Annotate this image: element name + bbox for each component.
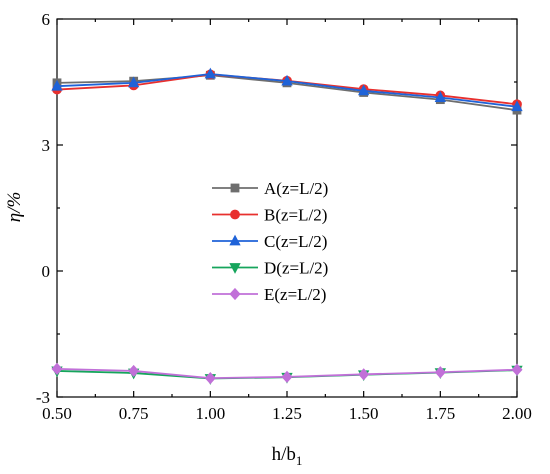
series-e-point bbox=[511, 363, 523, 376]
series-e-point bbox=[434, 366, 446, 379]
y-tick-label: 6 bbox=[42, 10, 51, 29]
x-tick-label: 1.75 bbox=[425, 404, 455, 423]
series-c-point bbox=[204, 67, 216, 79]
y-tick-label: 0 bbox=[42, 262, 51, 281]
legend-item-a: A(z=L/2) bbox=[212, 179, 328, 198]
x-tick-label: 2.00 bbox=[502, 404, 532, 423]
y-tick-label: -3 bbox=[36, 388, 50, 407]
legend-swatch-marker bbox=[230, 183, 240, 193]
x-tick-label: 1.25 bbox=[272, 404, 302, 423]
legend-item-e: E(z=L/2) bbox=[212, 285, 326, 304]
x-tick-label: 1.00 bbox=[195, 404, 225, 423]
legend-label: B(z=L/2) bbox=[264, 206, 327, 225]
series-c-point bbox=[51, 79, 63, 91]
legend-swatch-marker bbox=[229, 287, 241, 301]
legend-label: C(z=L/2) bbox=[264, 232, 327, 251]
series-e-point bbox=[51, 362, 63, 375]
series-e bbox=[51, 362, 523, 385]
series-c bbox=[51, 67, 523, 112]
x-tick-label: 0.75 bbox=[119, 404, 149, 423]
legend-swatch-marker bbox=[229, 234, 241, 246]
series-c-point bbox=[434, 91, 446, 102]
legend-label: D(z=L/2) bbox=[264, 259, 328, 278]
legend: A(z=L/2) B(z=L/2) C(z=L/2) D(z=L/2) E(z=L/2) bbox=[212, 179, 328, 304]
x-axis-title-main: h/b bbox=[272, 444, 296, 465]
legend-swatch-marker bbox=[229, 263, 241, 274]
series-e-point bbox=[358, 368, 370, 381]
series-e-point bbox=[204, 372, 216, 385]
series-c-point bbox=[511, 100, 523, 112]
x-axis-title: h/b1 bbox=[272, 444, 303, 468]
legend-item-c: C(z=L/2) bbox=[212, 232, 327, 251]
series-c-point bbox=[281, 74, 293, 86]
series-c-point bbox=[128, 76, 140, 88]
series-e-point bbox=[281, 370, 293, 383]
legend-item-d: D(z=L/2) bbox=[212, 259, 328, 278]
y-tick-label: 3 bbox=[42, 136, 51, 155]
x-tick-labels: 0.50 0.75 1.00 1.25 1.50 1.75 2.00 bbox=[42, 404, 532, 423]
series-c-point bbox=[358, 84, 370, 96]
x-tick-label: 0.50 bbox=[42, 404, 72, 423]
y-tick-labels: -3 0 3 6 bbox=[36, 10, 50, 407]
series-e-point bbox=[128, 364, 140, 378]
legend-item-b: B(z=L/2) bbox=[212, 206, 327, 225]
legend-label: A(z=L/2) bbox=[264, 179, 328, 198]
x-tick-label: 1.50 bbox=[349, 404, 379, 423]
y-axis-title: η/% bbox=[4, 192, 25, 223]
legend-label: E(z=L/2) bbox=[264, 285, 326, 304]
legend-swatch-marker bbox=[230, 209, 240, 220]
x-axis-title-subscript: 1 bbox=[296, 453, 303, 468]
series-layer bbox=[51, 67, 523, 385]
